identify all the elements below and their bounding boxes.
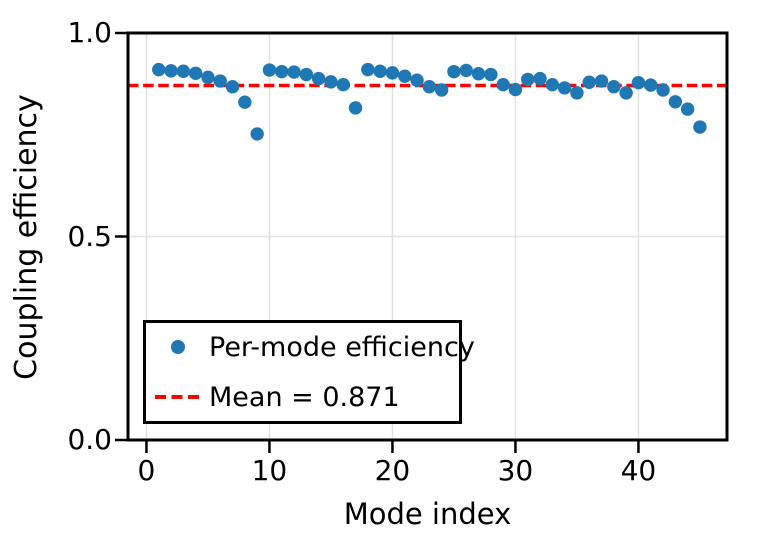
data-point <box>324 75 338 89</box>
data-point <box>398 69 412 83</box>
data-point <box>188 66 203 80</box>
data-point <box>496 77 510 92</box>
legend-label-mean: Mean = 0.871 <box>209 381 400 413</box>
data-point <box>508 82 523 97</box>
data-point <box>533 71 547 86</box>
data-point <box>447 64 461 79</box>
data-point <box>348 101 363 115</box>
axes-frame <box>126 31 729 442</box>
data-point <box>619 86 633 100</box>
legend: Per-mode efficiency Mean = 0.871 <box>143 320 475 424</box>
data-point <box>250 127 264 141</box>
legend-item-per-mode-efficiency: Per-mode efficiency <box>146 326 475 368</box>
data-point <box>311 71 326 86</box>
legend-item-mean: Mean = 0.871 <box>146 376 459 418</box>
data-point <box>152 62 166 77</box>
data-point <box>275 64 289 79</box>
legend-marker-box <box>146 395 209 399</box>
data-point <box>287 65 301 79</box>
data-point <box>582 75 596 89</box>
y-axis-title: Coupling efficiency <box>9 94 44 380</box>
data-point <box>434 83 449 97</box>
y-tick-label: 0.0 <box>67 423 112 456</box>
data-point <box>410 73 424 87</box>
data-point <box>521 72 535 87</box>
scatter-dot-icon <box>170 340 185 354</box>
y-tick-label: 0.5 <box>67 219 112 253</box>
data-point <box>361 62 375 77</box>
data-point <box>459 63 473 78</box>
data-point <box>557 81 572 95</box>
x-tick-label: 30 <box>497 454 534 487</box>
data-point <box>545 77 560 92</box>
data-point <box>668 95 683 109</box>
data-point <box>176 64 191 78</box>
legend-label-per-mode: Per-mode efficiency <box>209 331 475 363</box>
data-point <box>299 67 314 82</box>
data-point <box>656 83 670 97</box>
data-point <box>422 80 437 94</box>
data-point <box>385 66 400 80</box>
x-axis-title: Mode index <box>343 497 512 531</box>
y-tick-label: 1.0 <box>67 16 112 49</box>
data-point <box>631 75 646 90</box>
x-tick-label: 20 <box>374 454 411 487</box>
legend-marker-box <box>146 340 209 354</box>
data-point <box>201 70 215 85</box>
data-point <box>238 95 252 109</box>
data-point <box>644 78 658 92</box>
data-point <box>594 74 609 88</box>
data-point <box>262 63 277 77</box>
data-point <box>164 64 178 78</box>
x-tick-label: 10 <box>251 454 288 487</box>
data-point <box>607 80 621 94</box>
data-point <box>471 67 486 81</box>
data-point <box>336 77 350 92</box>
dashed-line-icon <box>155 395 200 399</box>
data-point <box>213 74 227 88</box>
data-point <box>225 80 240 94</box>
x-tick-label: 40 <box>620 454 657 487</box>
data-point <box>484 67 498 82</box>
data-point <box>680 102 695 116</box>
data-point <box>373 64 387 78</box>
data-point <box>570 86 584 100</box>
x-tick-label: 0 <box>137 454 156 487</box>
data-point <box>693 120 707 134</box>
